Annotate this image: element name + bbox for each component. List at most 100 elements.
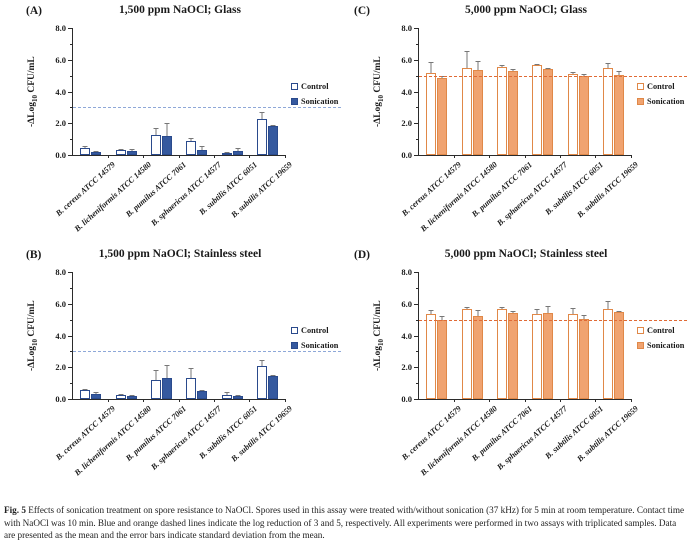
y-tick-label: 0.0 xyxy=(401,150,412,160)
y-minor-tick xyxy=(415,139,418,141)
error-bar xyxy=(80,146,90,148)
legend: Control Sonication xyxy=(291,82,338,112)
error-bar-cap xyxy=(581,314,586,316)
error-bar xyxy=(426,62,436,74)
panel-letter: (B) xyxy=(26,249,42,261)
error-bar-cap xyxy=(475,310,480,312)
x-boundary-tick xyxy=(213,155,215,158)
error-bar-cap xyxy=(499,306,505,308)
error-bar-stem xyxy=(501,306,503,310)
error-bar xyxy=(197,146,207,151)
y-tick-label: 8.0 xyxy=(401,267,412,277)
y-minor-tick xyxy=(415,319,418,321)
control-bar xyxy=(115,394,126,399)
y-tick-label: 0.0 xyxy=(401,394,412,404)
error-bar-stem xyxy=(477,310,478,316)
error-bar-stem xyxy=(501,64,503,67)
y-tick-label: 2.0 xyxy=(55,362,66,373)
x-boundary-tick xyxy=(213,399,215,402)
plot-area: -ΔLog10 CFU/mL 0.0 2.0 4.0 6.0 8.0 B. cereus A… xyxy=(373,267,687,477)
error-bar-cap xyxy=(270,374,276,376)
error-bar-cap xyxy=(153,370,159,372)
error-bar-cap xyxy=(199,390,205,392)
x-boundary-tick xyxy=(178,399,180,402)
x-boundary-tick xyxy=(630,399,632,402)
y-minor-tick xyxy=(69,287,72,289)
x-category-label: B. pumilus ATCC 7061 xyxy=(124,160,189,219)
y-major-tick xyxy=(68,367,72,369)
error-bar-cap xyxy=(605,300,611,302)
y-tick-label: 8.0 xyxy=(55,23,66,33)
control-bar xyxy=(532,314,543,399)
error-bar-stem xyxy=(441,315,443,321)
error-bar xyxy=(186,368,196,378)
error-bar-stem xyxy=(226,392,227,396)
sonication-bar xyxy=(197,391,208,399)
error-bar xyxy=(162,123,172,136)
sonication-bar xyxy=(507,70,518,155)
caption-label: Fig. 5 xyxy=(4,505,26,516)
y-minor-tick xyxy=(415,75,418,77)
error-bar xyxy=(462,306,472,309)
error-bar-cap xyxy=(164,364,170,366)
legend-item-control: Control xyxy=(637,326,684,335)
sonication-bar xyxy=(507,313,518,399)
error-bar xyxy=(497,306,507,310)
error-bar xyxy=(257,360,267,367)
error-bar-stem xyxy=(583,314,584,319)
y-tick-label: 2.0 xyxy=(401,118,412,129)
y-major-tick xyxy=(414,367,418,369)
error-bar xyxy=(603,300,613,309)
control-bar xyxy=(567,74,578,155)
sonication-bar xyxy=(543,69,554,155)
legend-item-control: Control xyxy=(291,326,338,335)
x-boundary-tick xyxy=(107,155,109,158)
x-boundary-tick xyxy=(489,399,491,402)
error-bar-cap xyxy=(93,392,99,394)
error-bar-stem xyxy=(201,146,203,151)
legend-label-sonication: Sonication xyxy=(647,97,685,106)
panel-C: (C) 5,000 ppm NaOCl; Glass -ΔLog10 CFU/mL 0… xyxy=(346,0,692,244)
error-bar-cap xyxy=(616,70,622,72)
error-bar-stem xyxy=(618,70,620,75)
x-boundary-tick xyxy=(284,155,286,158)
x-boundary-tick xyxy=(284,399,286,402)
control-bar xyxy=(221,152,232,155)
control-bar xyxy=(186,377,197,399)
error-bar-stem xyxy=(466,51,467,69)
error-bar xyxy=(614,70,624,75)
legend-label-control: Control xyxy=(301,326,329,335)
error-bar xyxy=(233,394,243,396)
y-major-tick xyxy=(414,303,418,305)
sonication-bar xyxy=(126,395,137,399)
error-bar xyxy=(579,314,589,319)
y-tick-label: 0.0 xyxy=(55,150,66,160)
error-bar-cap xyxy=(545,67,551,69)
error-bar xyxy=(603,62,613,69)
threshold-dashed-line xyxy=(73,351,341,353)
y-tick-label: 4.0 xyxy=(55,86,66,97)
sonication-bar xyxy=(437,78,448,155)
legend-item-control: Control xyxy=(291,82,338,91)
legend-label-control: Control xyxy=(301,82,329,91)
error-bar xyxy=(579,74,589,76)
error-bar xyxy=(543,306,553,314)
legend-label-control: Control xyxy=(647,326,675,335)
error-bar-cap xyxy=(129,148,134,150)
chart-title: 1,500 ppm NaOCl; Stainless steel xyxy=(98,248,262,260)
x-category-label: B. subtilis ATCC 19659 xyxy=(575,160,641,220)
error-bar xyxy=(127,148,137,151)
sonication-bar xyxy=(437,320,448,399)
error-bar-stem xyxy=(430,62,432,74)
legend: Control Sonication xyxy=(291,326,338,356)
error-bar-cap xyxy=(545,306,551,308)
y-axis-label: -ΔLog10 CFU/mL xyxy=(27,300,39,372)
y-major-tick xyxy=(68,303,72,305)
caption-text: Effects of sonication treatment on spore… xyxy=(4,505,685,541)
x-category-label: B. cereus ATCC 14579 xyxy=(54,160,118,218)
y-minor-tick xyxy=(415,287,418,289)
x-boundary-tick xyxy=(178,155,180,158)
error-bar xyxy=(233,147,243,152)
y-major-tick xyxy=(414,335,418,337)
